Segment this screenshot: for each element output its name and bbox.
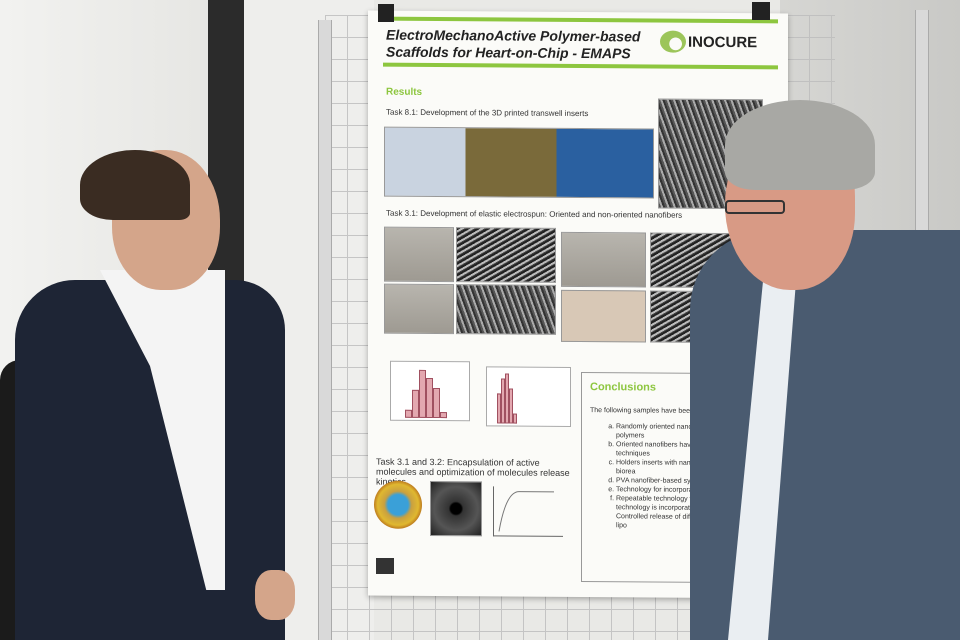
hair bbox=[80, 150, 190, 220]
sample-photo bbox=[561, 231, 646, 288]
person-right bbox=[680, 100, 960, 640]
sample-photo bbox=[384, 226, 454, 283]
3d-printed-inserts-photo bbox=[384, 126, 654, 199]
hand bbox=[255, 570, 295, 620]
poster-title: ElectroMechanoActive Polymer-based Scaff… bbox=[386, 26, 641, 62]
person-left bbox=[0, 150, 300, 640]
stand-pole-left bbox=[318, 20, 332, 640]
binder-clip bbox=[752, 2, 770, 20]
inocure-logo: INOCURE bbox=[660, 30, 757, 54]
sample-photo bbox=[561, 289, 646, 343]
results-heading: Results bbox=[386, 86, 423, 98]
liposome-diagram bbox=[374, 480, 422, 529]
green-rule bbox=[383, 16, 778, 24]
binder-clip bbox=[378, 4, 394, 22]
sample-photo bbox=[384, 283, 454, 335]
fiber-diameter-histogram bbox=[486, 366, 571, 427]
green-rule bbox=[383, 62, 778, 70]
poster: ElectroMechanoActive Polymer-based Scaff… bbox=[368, 10, 788, 599]
grey-hair bbox=[725, 100, 875, 190]
release-kinetics-plot bbox=[493, 486, 563, 537]
sem-image bbox=[456, 227, 556, 283]
blazer bbox=[690, 230, 960, 640]
task-8-1-label: Task 8.1: Development of the 3D printed … bbox=[386, 107, 589, 119]
task-3-1-label: Task 3.1: Development of elastic electro… bbox=[386, 208, 683, 220]
binder-clip bbox=[376, 558, 394, 574]
logo-mark-icon bbox=[660, 30, 686, 53]
microscopy-image bbox=[430, 480, 482, 537]
fiber-diameter-histogram bbox=[390, 360, 470, 422]
sem-image bbox=[456, 284, 556, 335]
glasses bbox=[725, 200, 785, 214]
